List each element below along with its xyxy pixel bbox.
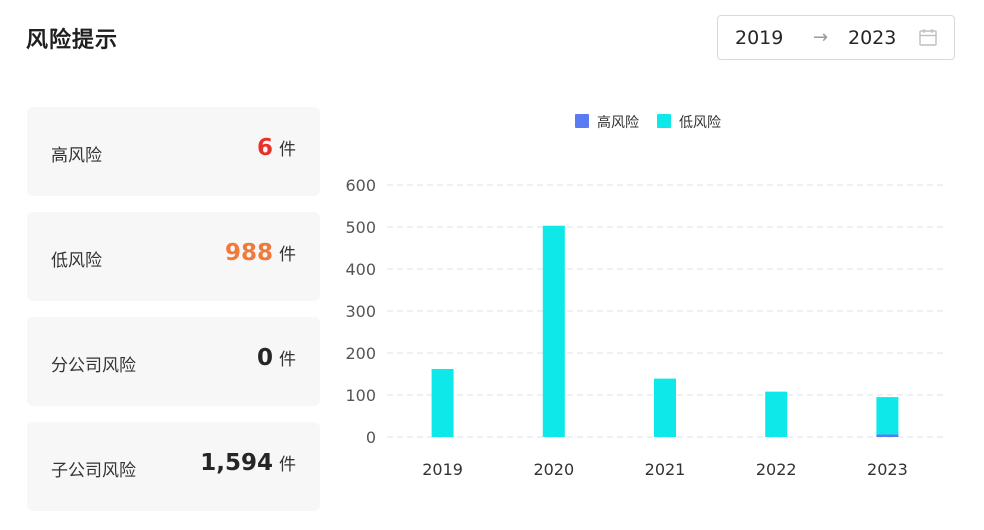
legend-label: 低风险 (679, 115, 721, 131)
x-tick-label: 2022 (756, 460, 797, 479)
card-label: 子公司风险 (51, 461, 136, 481)
card-branch-risk: 分公司风险 0 件 (27, 317, 320, 406)
card-value: 0 件 (257, 345, 296, 371)
bar-2019 (431, 368, 454, 437)
y-tick-label: 300 (345, 302, 376, 321)
card-count: 0 (256, 345, 273, 371)
y-tick-label: 100 (345, 386, 376, 405)
calendar-icon[interactable] (919, 28, 937, 47)
card-label: 分公司风险 (51, 356, 136, 376)
card-value: 1,594 件 (200, 450, 296, 476)
page-title: 风险提示 (26, 28, 119, 53)
y-tick-label: 600 (345, 176, 376, 195)
bar-2022 (765, 391, 788, 437)
card-label: 低风险 (51, 251, 102, 271)
card-unit: 件 (279, 455, 296, 475)
card-count: 6 (256, 135, 273, 161)
bar-2023 (876, 434, 899, 437)
card-unit: 件 (279, 350, 296, 370)
x-tick-label: 2023 (867, 460, 908, 479)
range-end[interactable]: 2023 (848, 26, 897, 49)
card-count: 1,594 (200, 450, 273, 476)
bar-2021 (654, 378, 676, 437)
date-range-picker[interactable]: 2019 → 2023 (717, 15, 955, 60)
card-label: 高风险 (51, 146, 102, 166)
legend-swatch (657, 114, 671, 128)
card-count: 988 (224, 240, 273, 266)
card-unit: 件 (279, 245, 296, 265)
bar-2020 (542, 225, 565, 437)
risk-bar-chart: 0 100 200 300 400 500 600 2019 2020 2021 2022 2023 高… (345, 114, 943, 479)
y-tick-label: 0 (366, 428, 376, 447)
range-start[interactable]: 2019 (735, 26, 784, 49)
range-arrow: → (813, 27, 829, 48)
y-tick-label: 200 (345, 344, 376, 363)
card-high-risk: 高风险 6 件 (27, 107, 320, 196)
legend-label: 高风险 (597, 114, 639, 131)
bar-2023 (876, 397, 899, 435)
y-tick-label: 400 (345, 260, 376, 279)
x-tick-label: 2020 (533, 460, 574, 479)
card-low-risk: 低风险 988 件 (27, 212, 320, 301)
card-subsidiary-risk: 子公司风险 1,594 件 (27, 422, 320, 511)
card-unit: 件 (279, 140, 296, 160)
y-tick-label: 500 (345, 218, 376, 237)
card-value: 6 件 (257, 135, 296, 161)
x-tick-label: 2021 (645, 460, 686, 479)
card-value: 988 件 (225, 240, 296, 266)
x-tick-label: 2019 (422, 460, 463, 479)
legend-swatch (575, 114, 589, 128)
